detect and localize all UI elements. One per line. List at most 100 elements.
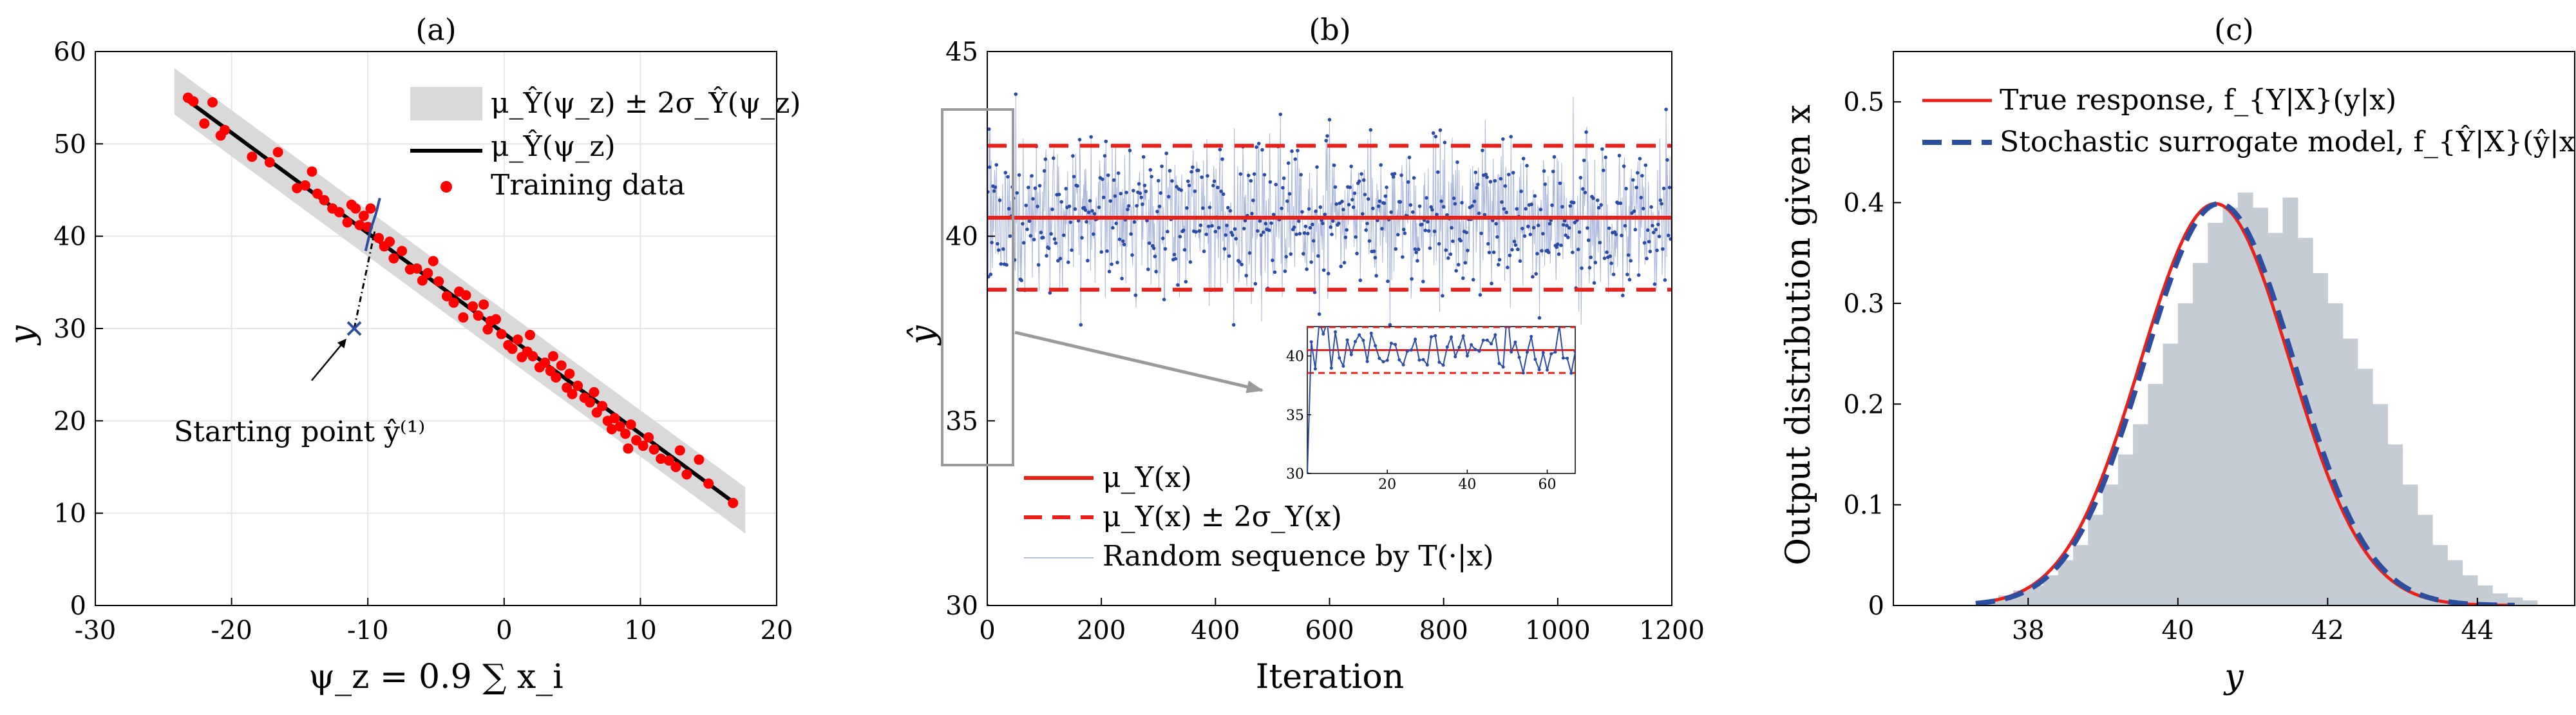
training-point — [342, 217, 353, 228]
sequence-point — [1237, 260, 1242, 264]
sequence-point — [1640, 174, 1644, 178]
sequence-point — [1231, 233, 1235, 237]
sequence-point — [1582, 158, 1586, 162]
x-tick-label: 600 — [1305, 616, 1354, 645]
sequence-point — [1623, 224, 1627, 228]
sequence-point — [1436, 170, 1440, 175]
panel-b-inset-frame — [1307, 326, 1576, 474]
training-point — [334, 207, 345, 218]
sequence-point — [1076, 218, 1081, 223]
training-point — [663, 455, 674, 466]
sequence-point — [998, 198, 1002, 202]
legend-band-swatch — [410, 87, 482, 120]
sequence-point — [1244, 274, 1248, 278]
inset-sequence-point — [1549, 352, 1553, 356]
sequence-point — [1162, 298, 1166, 301]
panel-b-legend: μ_Y(x) μ_Y(x) ± 2σ_Y(x) Random sequence by… — [1024, 461, 1494, 573]
sequence-point — [1351, 205, 1356, 209]
sequence-point — [1509, 135, 1513, 138]
sequence-point — [1068, 220, 1073, 224]
sequence-point — [1456, 263, 1461, 267]
sequence-point — [1287, 192, 1292, 196]
sequence-point — [1213, 229, 1218, 234]
training-point — [350, 203, 361, 214]
sequence-point — [1206, 224, 1211, 229]
sequence-point — [1520, 227, 1524, 231]
sequence-point — [1147, 241, 1151, 245]
panel-b-ticks: 0 200 400 600 800 1000 1200 30 35 40 45 — [945, 37, 1705, 645]
sequence-point — [1589, 255, 1593, 260]
sequence-point — [1061, 233, 1066, 238]
sequence-point — [1556, 242, 1560, 247]
sequence-point — [1008, 234, 1012, 238]
sequence-point — [1294, 233, 1298, 236]
sequence-point — [1307, 207, 1311, 211]
sequence-point — [1664, 108, 1668, 111]
sequence-point — [1332, 163, 1336, 167]
sequence-point — [1503, 184, 1508, 188]
sequence-point — [1289, 252, 1293, 256]
inset-sequence-point — [1313, 367, 1317, 371]
sequence-point — [1414, 251, 1418, 254]
training-point — [272, 147, 283, 158]
x-tick-label: 40 — [2161, 616, 2194, 645]
sequence-point — [1188, 260, 1193, 264]
sequence-point — [1531, 225, 1536, 230]
sequence-point — [1618, 201, 1623, 205]
sequence-point — [1153, 254, 1157, 258]
sequence-point — [1052, 156, 1056, 160]
sequence-point — [1216, 186, 1220, 189]
sequence-point — [1350, 198, 1354, 202]
y-tick-label: 0 — [70, 591, 86, 621]
sequence-point — [1084, 220, 1088, 224]
sequence-point — [1268, 180, 1273, 184]
panel-a-grid — [95, 51, 777, 606]
sequence-point — [1334, 202, 1338, 206]
sequence-point — [1450, 225, 1454, 230]
sequence-point — [1406, 180, 1410, 184]
sequence-point — [1361, 212, 1365, 216]
sequence-point — [1264, 222, 1268, 225]
sequence-point — [1622, 164, 1626, 168]
sequence-point — [1604, 155, 1607, 160]
sequence-point — [1097, 205, 1101, 209]
sequence-point — [1634, 186, 1638, 189]
inset-sequence-point — [1513, 340, 1517, 344]
panel-c-title: (c) — [2214, 12, 2254, 47]
sequence-point — [1639, 195, 1643, 200]
sequence-point — [1416, 259, 1419, 263]
inset-sequence-point — [1566, 356, 1569, 360]
sequence-point — [1522, 234, 1527, 238]
panel-b-inset-plot — [1307, 327, 1575, 473]
sequence-point — [1399, 173, 1403, 177]
sequence-point — [1185, 206, 1189, 210]
sequence-point — [1571, 251, 1575, 254]
inset-sequence-point — [1394, 343, 1397, 347]
training-point — [264, 157, 275, 167]
sequence-point — [1343, 235, 1348, 240]
x-tick-label: 44 — [2461, 616, 2494, 645]
sequence-point — [1470, 204, 1474, 208]
sequence-point — [1636, 273, 1641, 277]
sequence-point — [1126, 204, 1131, 208]
sequence-point — [1366, 197, 1370, 201]
sequence-point — [1568, 204, 1573, 208]
sequence-point — [1355, 251, 1359, 256]
sequence-point — [1347, 202, 1351, 207]
sequence-point — [1627, 278, 1632, 282]
sequence-point — [1083, 208, 1088, 213]
start-dashdot-link — [353, 231, 376, 329]
sequence-point — [1566, 235, 1570, 240]
sequence-point — [1187, 184, 1191, 187]
inset-sequence-point — [1481, 338, 1485, 342]
sequence-point — [1432, 229, 1437, 233]
sequence-point — [1219, 189, 1223, 193]
sequence-point — [1481, 148, 1484, 153]
sequence-point — [1256, 229, 1260, 233]
sequence-point — [1122, 242, 1126, 247]
sequence-point — [1431, 131, 1435, 135]
sequence-point — [1546, 251, 1551, 254]
sequence-point — [1007, 207, 1011, 211]
sequence-point — [1441, 294, 1444, 298]
